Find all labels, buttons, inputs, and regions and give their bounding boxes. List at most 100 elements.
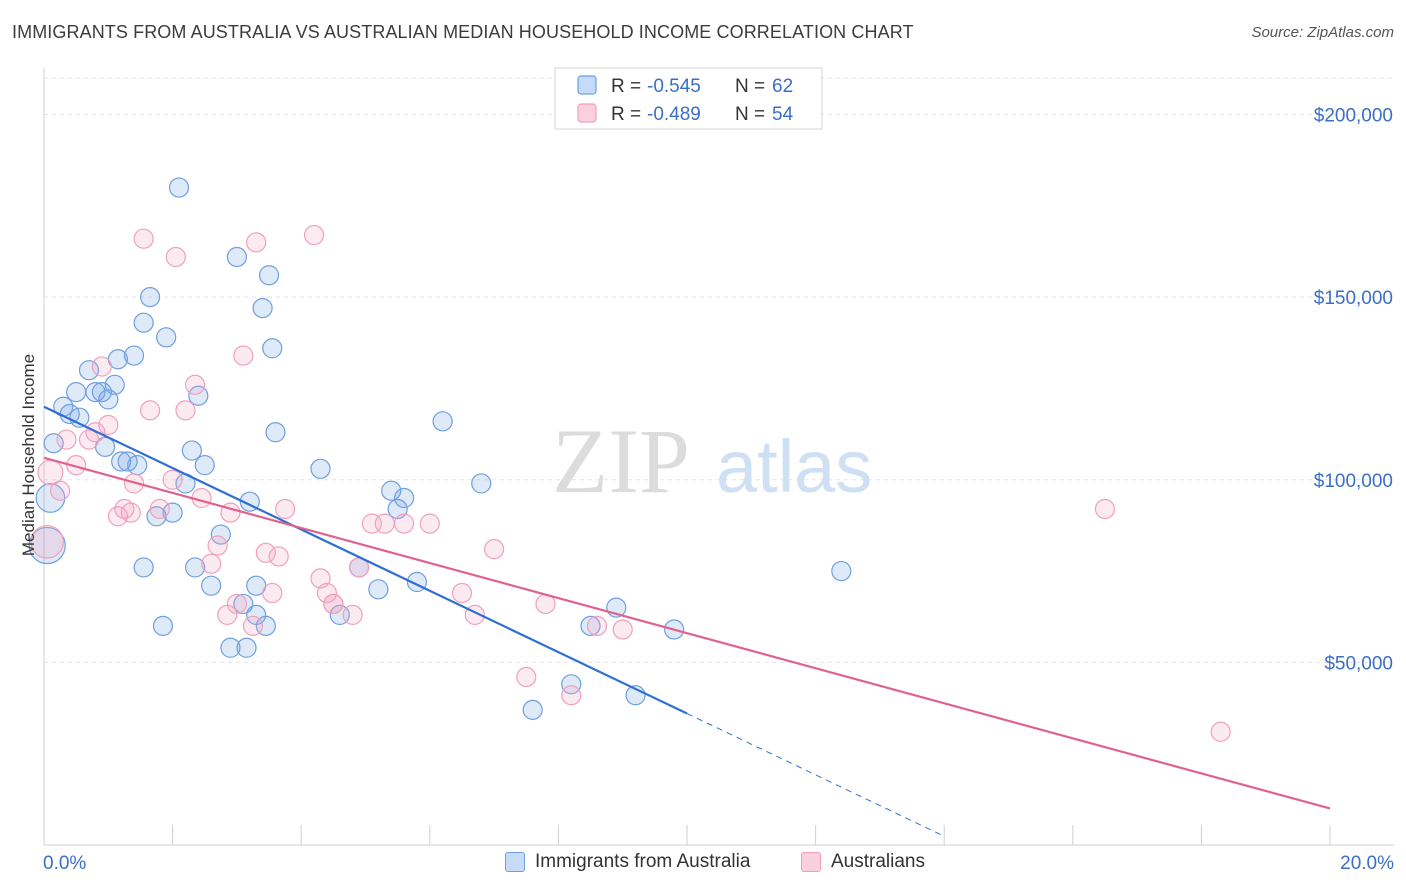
australians-point-7 bbox=[98, 414, 119, 436]
australians-point-2 bbox=[56, 429, 77, 450]
watermark-zip: ZIP bbox=[552, 410, 690, 512]
immigrants-point-45 bbox=[393, 487, 415, 509]
immigrants-point-0 bbox=[43, 433, 64, 454]
y-tick-label-2: $150,000 bbox=[1314, 288, 1393, 309]
immigrants-point-42 bbox=[368, 579, 389, 600]
immigrants-point-39 bbox=[152, 615, 174, 636]
legend-r-value-2: -0.489 bbox=[647, 104, 701, 125]
immigrants-point-34 bbox=[262, 338, 283, 359]
australians-point-29 bbox=[242, 615, 264, 636]
immigrants-point-28 bbox=[226, 246, 247, 268]
immigrants-point-57 bbox=[28, 526, 66, 565]
australians-point-24 bbox=[246, 232, 267, 253]
australians-point-6 bbox=[91, 356, 112, 377]
australians-point-1 bbox=[49, 480, 71, 501]
immigrants-point-3 bbox=[66, 382, 87, 403]
immigrants-point-56 bbox=[35, 483, 66, 513]
australians-point-12 bbox=[139, 400, 161, 421]
immigrants-point-38 bbox=[133, 557, 154, 578]
y-axis-label: Median Household Income bbox=[19, 354, 38, 556]
y-tick-label-0: $50,000 bbox=[1324, 653, 1393, 674]
australians-point-41 bbox=[484, 539, 505, 560]
immigrants-point-33 bbox=[258, 265, 280, 286]
immigrants-point-22 bbox=[181, 440, 202, 461]
legend-n-label-1: N = bbox=[735, 76, 765, 97]
immigrants-point-27 bbox=[220, 637, 241, 658]
watermark: ZIP atlas bbox=[552, 410, 872, 512]
australians-point-36 bbox=[374, 513, 395, 534]
legend-r-label-2: R = bbox=[611, 104, 641, 125]
australians-point-14 bbox=[162, 469, 183, 490]
immigrants-point-61 bbox=[162, 502, 183, 523]
australians-point-32 bbox=[316, 582, 338, 604]
trend-line-immigrants bbox=[43, 405, 688, 715]
legend-bottom: Immigrants from Australia Australians bbox=[0, 851, 1406, 879]
australians-point-38 bbox=[419, 513, 440, 534]
australians-point-44 bbox=[561, 685, 582, 706]
immigrants-point-29 bbox=[233, 593, 254, 615]
australians-point-23 bbox=[233, 345, 254, 366]
legend-n-value-1: 62 bbox=[772, 76, 793, 97]
australians-point-17 bbox=[185, 374, 206, 395]
australians-point-20 bbox=[207, 535, 228, 556]
immigrants-point-48 bbox=[471, 473, 492, 494]
australians-point-16 bbox=[175, 400, 196, 421]
legend-item-immigrants: Immigrants from Australia bbox=[505, 851, 750, 873]
trend-line-immigrants-extension bbox=[686, 713, 945, 837]
trend-lines bbox=[43, 405, 1331, 837]
x-tick-label-min: 0.0% bbox=[43, 853, 86, 874]
australians-point-50 bbox=[342, 604, 363, 626]
immigrants-point-15 bbox=[133, 312, 154, 333]
immigrants-point-35 bbox=[265, 422, 286, 443]
source-label: Source: ZipAtlas.com bbox=[1251, 24, 1394, 41]
australians-point-42 bbox=[516, 666, 537, 688]
immigrants-point-17 bbox=[127, 455, 148, 476]
australians-point-30 bbox=[303, 224, 325, 246]
immigrants-point-25 bbox=[201, 575, 222, 596]
immigrants-point-40 bbox=[310, 458, 331, 479]
legend-n-label-2: N = bbox=[735, 104, 765, 125]
immigrants-point-37 bbox=[236, 637, 257, 658]
legend-r-label-1: R = bbox=[611, 76, 641, 97]
immigrants-point-49 bbox=[522, 699, 543, 720]
australians-point-48 bbox=[1210, 721, 1231, 742]
australians-point-26 bbox=[262, 582, 283, 604]
australians-point-49 bbox=[30, 525, 64, 559]
gridlines bbox=[44, 77, 1394, 663]
series-australians-points bbox=[30, 224, 1231, 742]
australians-point-13 bbox=[149, 498, 170, 520]
legend-box bbox=[554, 67, 823, 130]
australians-point-53 bbox=[323, 593, 344, 615]
legend-n-value-2: 54 bbox=[772, 104, 794, 125]
immigrants-point-24 bbox=[194, 455, 215, 476]
immigrants-point-5 bbox=[78, 360, 100, 381]
immigrants-point-14 bbox=[123, 345, 145, 366]
legend-swatch-blue bbox=[577, 75, 597, 95]
immigrants-point-10 bbox=[104, 374, 125, 395]
legend-swatch-immigrants bbox=[505, 852, 525, 872]
legend-r-value-1: -0.545 bbox=[647, 76, 701, 97]
australians-point-25 bbox=[255, 542, 276, 563]
immigrants-point-47 bbox=[432, 411, 453, 432]
immigrants-point-20 bbox=[168, 177, 190, 198]
immigrants-point-43 bbox=[381, 480, 402, 501]
immigrants-point-51 bbox=[580, 615, 601, 636]
australians-point-47 bbox=[1094, 498, 1116, 520]
y-tick-label-1: $100,000 bbox=[1314, 471, 1393, 492]
chart-title: IMMIGRANTS FROM AUSTRALIA VS AUSTRALIAN … bbox=[12, 22, 914, 42]
immigrants-point-12 bbox=[111, 451, 132, 472]
australians-point-22 bbox=[226, 593, 247, 615]
legend-swatch-australians bbox=[801, 852, 821, 872]
trend-line-australians bbox=[43, 456, 1331, 810]
australians-point-28 bbox=[275, 498, 296, 520]
australians-point-39 bbox=[451, 582, 473, 604]
legend-label-immigrants: Immigrants from Australia bbox=[535, 851, 751, 872]
series-immigrants-points bbox=[28, 177, 852, 720]
australians-point-37 bbox=[393, 513, 415, 534]
australians-point-19 bbox=[201, 553, 222, 574]
tick-labels: $50,000 $100,000 $150,000 $200,000 0.0% 20.0% bbox=[43, 106, 1394, 874]
legend-item-australians: Australians bbox=[801, 851, 925, 873]
australians-point-15 bbox=[165, 246, 186, 268]
legend-top: R = -0.545 N = 62 R = -0.489 N = 54 bbox=[554, 67, 823, 130]
